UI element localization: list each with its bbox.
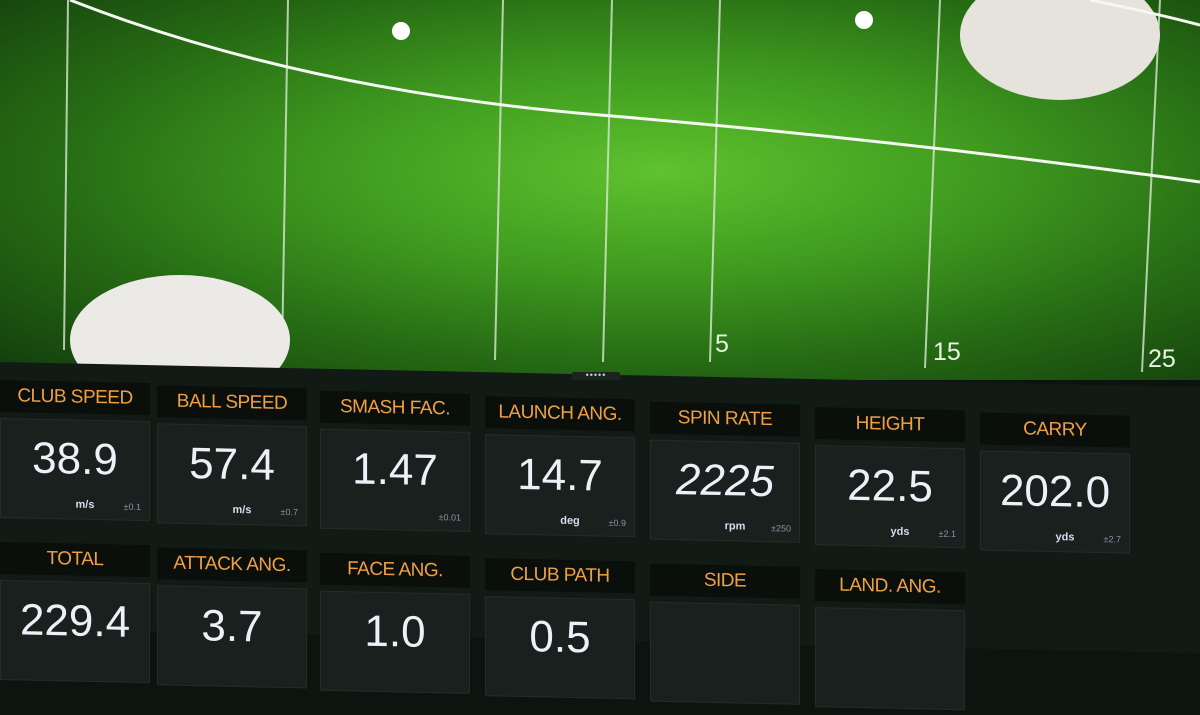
metric-tolerance: ±0.01 (438, 512, 461, 523)
metric-label: CLUB SPEED (0, 380, 150, 416)
distance-gridline (924, 0, 941, 369)
metric-tolerance: ±2.7 (1103, 534, 1121, 545)
metric-value: 22.5 (847, 460, 933, 512)
distance-label: 5 (715, 330, 729, 358)
metric-tolerance: ±0.1 (123, 501, 141, 512)
metric-club-path: CLUB PATH 0.5 (485, 558, 635, 700)
distance-gridline (281, 0, 289, 356)
metric-label: CARRY (980, 412, 1130, 448)
panel-resize-handle[interactable]: ••••• (572, 371, 620, 380)
metric-value (816, 608, 964, 625)
distance-label: 15 (933, 338, 961, 366)
metric-tolerance: ±0.7 (280, 506, 298, 518)
bunker-shape (70, 275, 290, 380)
metric-label: BALL SPEED (157, 385, 307, 421)
metric-label: SPIN RATE (650, 401, 800, 437)
distance-label: 25 (1148, 345, 1176, 373)
metric-landing-angle: LAND. ANG. (815, 569, 965, 711)
metric-label: HEIGHT (815, 407, 965, 443)
target-marker (855, 11, 873, 29)
metric-smash-factor: SMASH FAC. 1.47 ±0.01 (320, 390, 470, 532)
metric-total: TOTAL 229.4 (0, 542, 150, 684)
metric-label: SIDE (650, 563, 800, 599)
metric-launch-angle: LAUNCH ANG. 14.7 deg ±0.9 (485, 396, 635, 538)
metric-label: TOTAL (0, 542, 150, 578)
metric-value (651, 603, 799, 620)
metric-label: SMASH FAC. (320, 390, 470, 426)
metric-side: SIDE (650, 563, 800, 705)
target-marker (392, 22, 410, 40)
metric-value: 0.5 (529, 612, 591, 663)
metric-tolerance: ±2.1 (938, 528, 956, 540)
distance-gridline (1141, 0, 1161, 373)
metric-label: CLUB PATH (485, 558, 635, 594)
bunker-shape (960, 0, 1160, 100)
metric-value: 14.7 (517, 449, 603, 501)
metric-attack-angle: ATTACK ANG. 3.7 (157, 547, 307, 689)
ball-trajectory-line (69, 0, 1200, 184)
metric-value: 57.4 (189, 438, 275, 490)
trajectory-view: 5 15 25 (0, 0, 1200, 380)
metric-label: ATTACK ANG. (157, 547, 307, 583)
metric-label: FACE ANG. (320, 552, 470, 588)
metric-tolerance: ±0.9 (608, 517, 626, 529)
metric-spin-rate: SPIN RATE 2225 rpm ±250 (650, 401, 800, 543)
metric-label: LAND. ANG. (815, 569, 965, 605)
distance-gridline (494, 0, 504, 361)
metric-tolerance: ±250 (771, 523, 791, 534)
metric-value: 1.0 (364, 606, 426, 657)
metric-club-speed: CLUB SPEED 38.9 m/s ±0.1 (0, 380, 150, 522)
distance-gridline (602, 0, 613, 363)
metric-height: HEIGHT 22.5 yds ±2.1 (815, 407, 965, 549)
metric-ball-speed: BALL SPEED 57.4 m/s ±0.7 (157, 385, 307, 527)
distance-gridline (709, 0, 721, 363)
metric-carry: CARRY 202.0 yds ±2.7 (980, 412, 1130, 554)
metric-value: 2225 (676, 455, 774, 507)
metric-face-angle: FACE ANG. 1.0 (320, 552, 470, 694)
metric-label: LAUNCH ANG. (485, 396, 635, 432)
trajectory-line-secondary (1089, 0, 1200, 27)
metric-value: 229.4 (19, 595, 131, 647)
trajectory-graphics (63, 0, 1200, 380)
metrics-panel: CLUB SPEED 38.9 m/s ±0.1 BALL SPEED 57.4 m/… (0, 362, 1200, 711)
metric-value: 38.9 (32, 433, 118, 485)
metric-value: 202.0 (999, 465, 1111, 518)
metric-value: 3.7 (201, 601, 263, 652)
distance-gridline (63, 0, 69, 351)
metric-value: 1.47 (352, 444, 438, 496)
